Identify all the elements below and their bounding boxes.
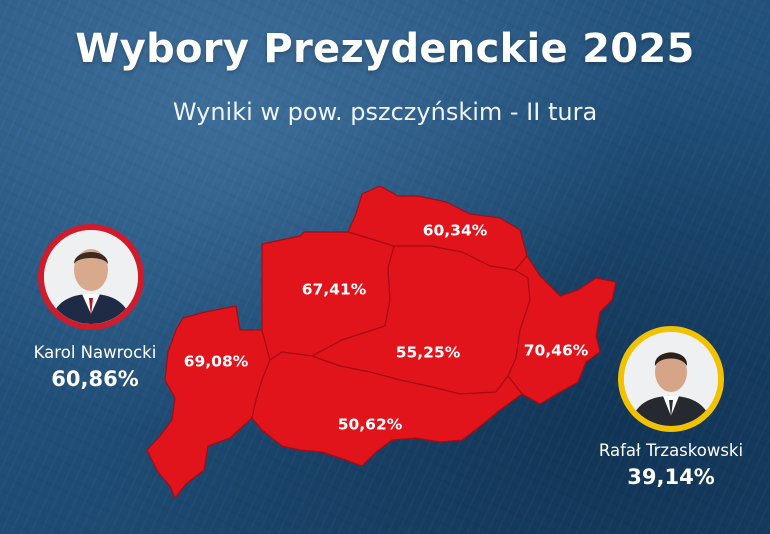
region-result-north: 60,34% <box>423 222 488 240</box>
region-result-northwest: 67,41% <box>302 281 367 299</box>
map-region-east[interactable] <box>507 255 617 405</box>
region-result-east: 70,46% <box>524 342 589 360</box>
candidate-right-name: Rafał Trzaskowski <box>598 441 744 460</box>
portrait-icon <box>44 230 138 324</box>
map-region-north[interactable] <box>347 185 528 271</box>
region-result-south: 50,62% <box>338 416 403 434</box>
candidate-left-name: Karol Nawrocki <box>33 343 157 362</box>
region-result-west: 69,08% <box>184 353 249 371</box>
candidate-right-avatar <box>618 326 724 432</box>
candidate-right-percent: 39,14% <box>627 465 715 489</box>
candidate-left-avatar <box>38 224 144 330</box>
map-region-south[interactable] <box>251 351 523 467</box>
map-region-west[interactable] <box>146 305 271 499</box>
page-subtitle: Wyniki w pow. pszczyńskim - II tura <box>172 98 598 126</box>
page-title: Wybory Prezydenckie 2025 <box>75 26 695 72</box>
portrait-icon <box>624 332 718 426</box>
region-result-center: 55,25% <box>396 344 461 362</box>
candidate-left-percent: 60,86% <box>51 367 139 391</box>
